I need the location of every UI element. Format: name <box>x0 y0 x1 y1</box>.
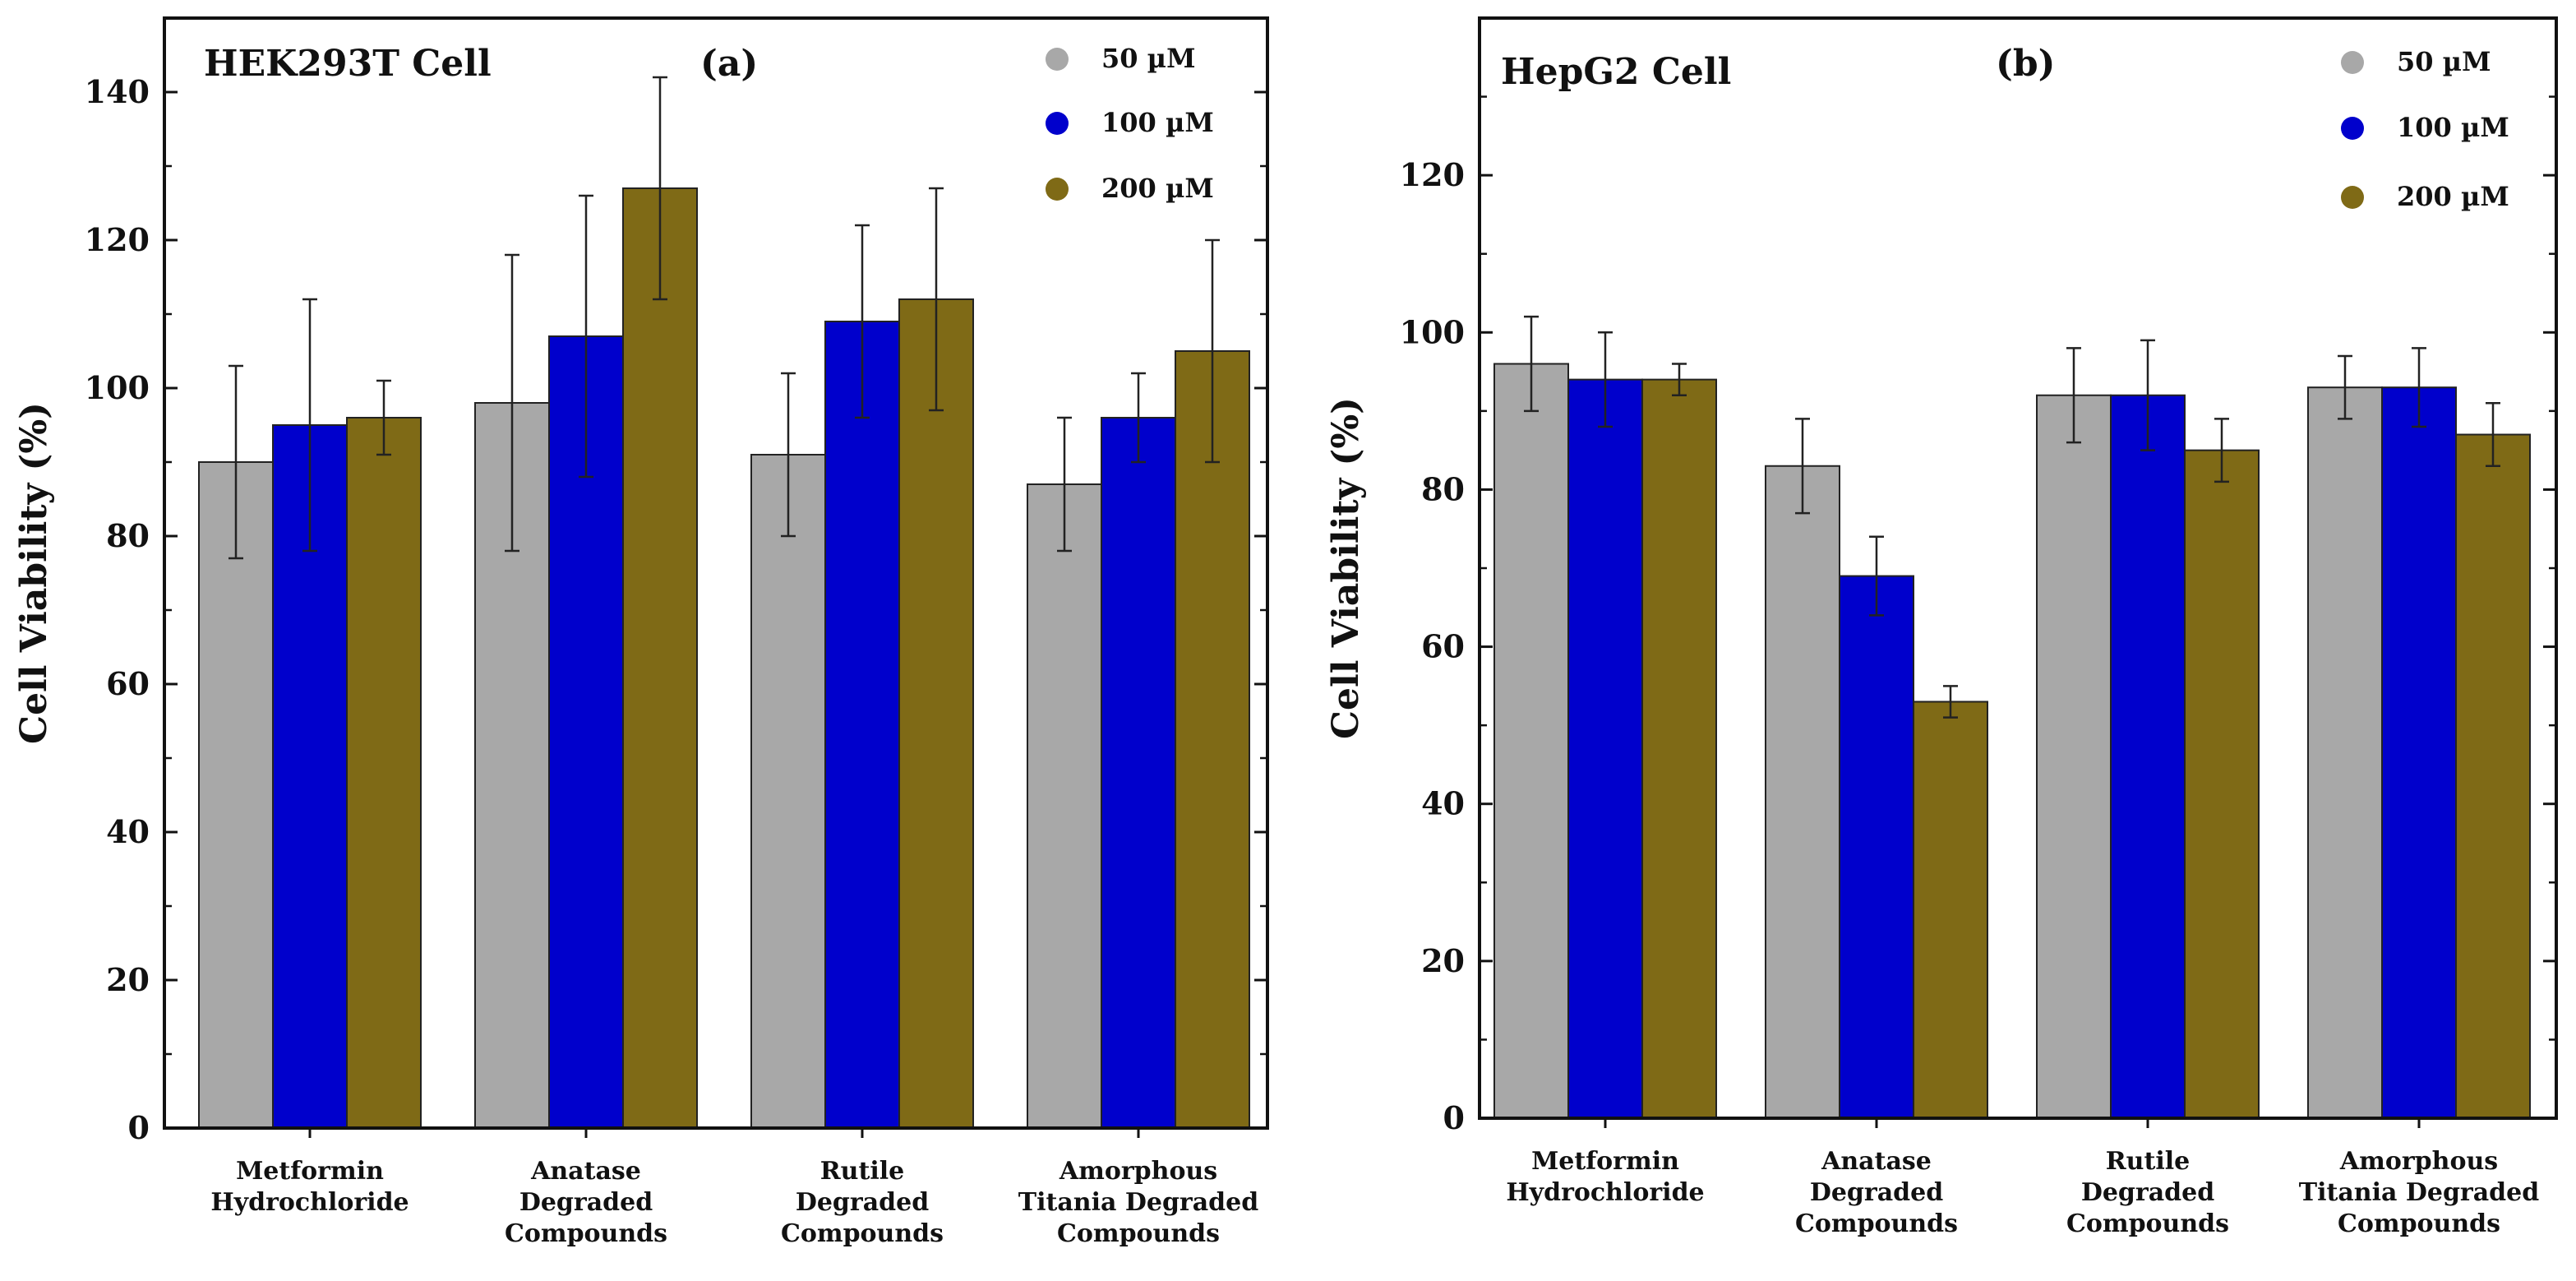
bar-1-2 <box>1765 465 1840 1119</box>
chart-title: HEK293T Cell <box>204 43 492 85</box>
error-bar-2-1 <box>1598 331 1613 428</box>
bar-3-4 <box>2455 433 2531 1119</box>
y-tick-label: 140 <box>85 73 150 110</box>
bar-2-4 <box>2381 386 2457 1119</box>
error-bar-1-4 <box>1057 416 1072 553</box>
bar-2-3 <box>2110 394 2186 1119</box>
legend-marker-3 <box>1046 178 1069 201</box>
error-bar-2-3 <box>2140 339 2155 451</box>
y-tick-label: 100 <box>85 369 150 406</box>
legend-marker-1 <box>2341 51 2364 74</box>
error-bar-3-4 <box>2486 402 2500 468</box>
error-bar-2-1 <box>302 298 317 553</box>
x-tick-label-1: Metformin Hydrochloride <box>210 1157 409 1217</box>
bar-1-3 <box>2036 394 2112 1119</box>
legend-marker-2 <box>2341 117 2364 140</box>
legend-marker-1 <box>1046 48 1069 71</box>
chart-title: HepG2 Cell <box>1501 51 1731 93</box>
y-axis-label: Cell Viability (%) <box>13 402 55 744</box>
error-bar-1-2 <box>505 253 519 553</box>
plot-frame <box>163 16 1269 1130</box>
y-tick-label: 80 <box>1421 470 1465 507</box>
y-tick-label: 60 <box>106 665 150 702</box>
bar-3-2 <box>622 187 698 1129</box>
error-bar-1-1 <box>229 364 243 560</box>
x-tick-label-3: Rutile Degraded Compounds <box>2066 1147 2229 1238</box>
y-tick-label: 120 <box>1400 156 1465 193</box>
y-tick-label: 80 <box>106 517 150 554</box>
legend-label-2: 100 µM <box>1101 107 1214 138</box>
y-tick-label: 20 <box>1421 942 1465 979</box>
legend-label-3: 200 µM <box>2397 181 2509 212</box>
y-tick-label: 20 <box>106 961 150 998</box>
y-tick-label: 40 <box>1421 785 1465 822</box>
error-bar-3-2 <box>653 76 667 301</box>
error-bar-3-3 <box>929 187 944 412</box>
chart-panel-b: 0 20 40 60 80 100 120 Metformin Hydrochloride Ana… <box>1325 16 2558 1238</box>
bar-1-4 <box>1027 483 1102 1129</box>
bar-3-2 <box>1913 701 1988 1119</box>
bar-1-4 <box>2307 386 2383 1119</box>
x-tick-label-2: Anatase Degraded Compounds <box>1795 1147 1958 1238</box>
panel-label: (a) <box>700 43 758 85</box>
bar-3-3 <box>898 298 974 1129</box>
error-bar-3-2 <box>1943 685 1958 719</box>
x-tick-label-1: Metformin Hydrochloride <box>1506 1147 1704 1207</box>
bar-2-1 <box>1567 378 1643 1119</box>
bar-3-1 <box>346 417 422 1129</box>
x-tick-label-4: Amorphous Titania Degraded Compounds <box>2299 1147 2539 1238</box>
legend-label-1: 50 µM <box>2397 46 2491 77</box>
error-bar-3-3 <box>2214 418 2229 483</box>
x-tick-label-3: Rutile Degraded Compounds <box>781 1157 944 1248</box>
error-bar-2-2 <box>579 194 593 479</box>
bar-1-1 <box>1493 363 1569 1119</box>
error-bar-1-3 <box>2066 347 2081 444</box>
chart-panel-a: 0 20 40 60 80 100 120 140 Metformin Hydrochloride… <box>13 16 1269 1248</box>
bar-2-3 <box>824 321 900 1129</box>
x-tick-label-2: Anatase Degraded Compounds <box>505 1157 667 1248</box>
legend: 50 µM 100 µM 200 µM <box>1046 43 1214 204</box>
error-bar-2-3 <box>855 224 870 419</box>
legend-label-2: 100 µM <box>2397 112 2509 143</box>
bar-2-4 <box>1101 417 1176 1129</box>
bar-1-3 <box>750 454 826 1129</box>
y-tick-label: 40 <box>106 813 150 850</box>
error-bar-2-4 <box>1131 372 1146 464</box>
error-bar-1-1 <box>1524 315 1539 413</box>
error-bar-2-4 <box>2412 347 2426 428</box>
x-tick-label-4: Amorphous Titania Degraded Compounds <box>1018 1157 1258 1248</box>
y-tick-label: 0 <box>128 1109 150 1146</box>
legend-marker-3 <box>2341 186 2364 209</box>
legend-label-1: 50 µM <box>1101 43 1196 74</box>
panel-label: (b) <box>1996 43 2055 85</box>
bar-3-3 <box>2184 449 2260 1119</box>
bar-2-2 <box>1839 575 1914 1119</box>
error-bar-1-2 <box>1795 418 1810 515</box>
error-bar-3-1 <box>376 379 391 456</box>
bar-3-4 <box>1175 350 1250 1129</box>
y-tick-label: 100 <box>1400 313 1465 350</box>
legend-label-3: 200 µM <box>1101 173 1214 204</box>
error-bar-3-1 <box>1672 363 1687 396</box>
y-tick-label: 120 <box>85 221 150 258</box>
bar-1-1 <box>198 461 274 1129</box>
error-bar-1-4 <box>2338 354 2352 420</box>
y-tick-label: 60 <box>1421 628 1465 665</box>
error-bar-3-4 <box>1205 238 1220 464</box>
y-tick-label: 0 <box>1443 1099 1465 1136</box>
error-bar-1-3 <box>781 372 796 538</box>
legend: 50 µM 100 µM 200 µM <box>2341 46 2509 212</box>
error-bar-2-2 <box>1869 535 1884 617</box>
legend-marker-2 <box>1046 112 1069 135</box>
bar-3-1 <box>1641 378 1717 1119</box>
y-axis-label: Cell Viability (%) <box>1325 397 1367 739</box>
